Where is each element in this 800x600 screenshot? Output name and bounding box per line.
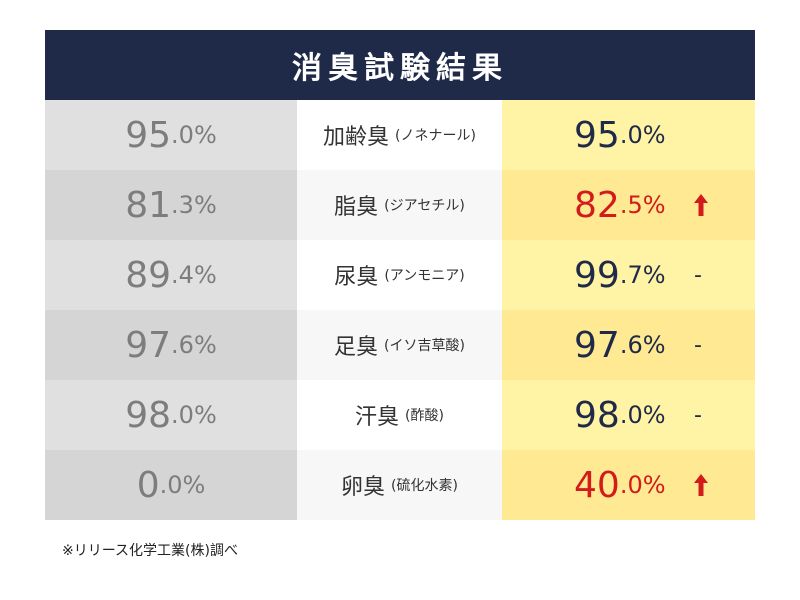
odor-name: 尿臭 (アンモニア) (297, 240, 502, 310)
after-value: 95.0% (502, 100, 755, 170)
table-row: 97.6% 足臭 (イソ吉草酸) 97.6% - (45, 310, 755, 380)
odor-name: 足臭 (イソ吉草酸) (297, 310, 502, 380)
before-value: 97.6% (45, 310, 297, 380)
table-row: 95.0% 加齢臭 (ノネナール) 95.0% (45, 100, 755, 170)
before-value: 81.3% (45, 170, 297, 240)
odor-name: 卵臭 (硫化水素) (297, 450, 502, 520)
table-row: 81.3% 脂臭 (ジアセチル) 82.5% (45, 170, 755, 240)
before-value: 95.0% (45, 100, 297, 170)
before-value: 98.0% (45, 380, 297, 450)
results-table: 消臭試験結果 95.0% 加齢臭 (ノネナール) 95.0% 81.3% 脂臭 (ジ… (45, 30, 755, 520)
odor-name: 汗臭 (酢酸) (297, 380, 502, 450)
no-change-mark: - (694, 402, 702, 428)
up-arrow-icon (694, 450, 708, 520)
source-note: ※リリース化学工業(株)調べ (62, 543, 238, 559)
after-value: 40.0% (502, 450, 755, 520)
after-value: 97.6% - (502, 310, 755, 380)
no-change-mark: - (694, 332, 702, 358)
up-arrow-icon (694, 170, 708, 240)
before-value: 89.4% (45, 240, 297, 310)
table-row: 0.0% 卵臭 (硫化水素) 40.0% (45, 450, 755, 520)
table-title: 消臭試験結果 (45, 30, 755, 100)
after-value: 98.0% - (502, 380, 755, 450)
table-row: 98.0% 汗臭 (酢酸) 98.0% - (45, 380, 755, 450)
after-value: 99.7% - (502, 240, 755, 310)
after-value: 82.5% (502, 170, 755, 240)
odor-name: 脂臭 (ジアセチル) (297, 170, 502, 240)
table-row: 89.4% 尿臭 (アンモニア) 99.7% - (45, 240, 755, 310)
no-change-mark: - (694, 262, 702, 288)
odor-name: 加齢臭 (ノネナール) (297, 100, 502, 170)
before-value: 0.0% (45, 450, 297, 520)
